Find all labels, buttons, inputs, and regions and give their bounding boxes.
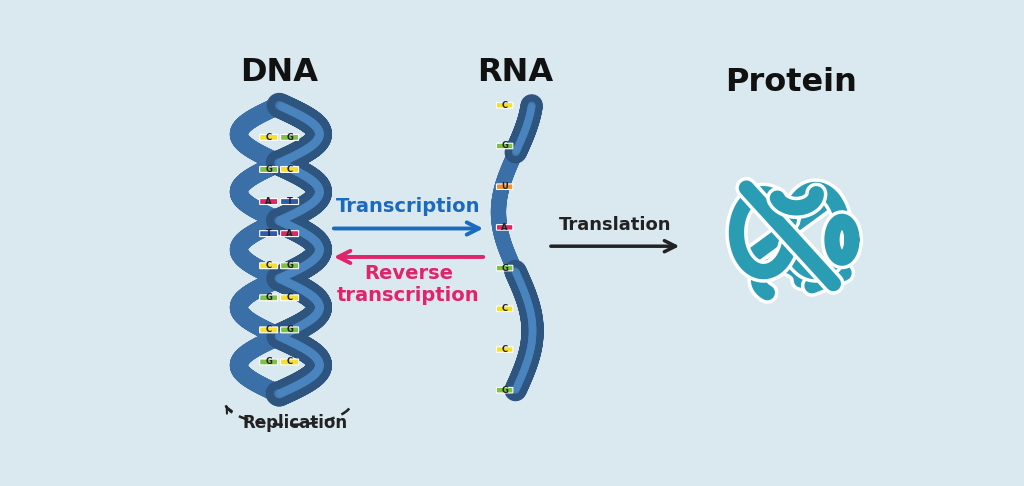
FancyBboxPatch shape — [260, 199, 278, 205]
Text: Replication: Replication — [242, 414, 347, 433]
Text: Reverse: Reverse — [365, 264, 453, 283]
Text: transcription: transcription — [337, 286, 480, 305]
FancyBboxPatch shape — [497, 225, 513, 230]
Text: C: C — [502, 101, 508, 110]
FancyBboxPatch shape — [260, 167, 278, 173]
Text: T: T — [287, 197, 293, 206]
Text: DNA: DNA — [240, 57, 318, 87]
Text: C: C — [287, 358, 293, 366]
Text: RNA: RNA — [477, 57, 554, 87]
Text: C: C — [265, 325, 271, 334]
Text: A: A — [502, 223, 508, 232]
Text: C: C — [287, 165, 293, 174]
Text: C: C — [502, 304, 508, 313]
Text: C: C — [287, 293, 293, 302]
Text: Translation: Translation — [558, 216, 671, 234]
FancyBboxPatch shape — [281, 199, 299, 205]
FancyBboxPatch shape — [281, 263, 299, 269]
Text: G: G — [501, 263, 508, 273]
FancyBboxPatch shape — [281, 231, 299, 237]
Text: G: G — [265, 165, 272, 174]
FancyBboxPatch shape — [281, 135, 299, 140]
FancyBboxPatch shape — [497, 265, 513, 271]
Text: A: A — [287, 229, 293, 238]
Text: G: G — [286, 325, 293, 334]
FancyBboxPatch shape — [497, 347, 513, 352]
Text: C: C — [265, 133, 271, 142]
FancyBboxPatch shape — [260, 135, 278, 140]
FancyBboxPatch shape — [260, 295, 278, 301]
Text: C: C — [502, 345, 508, 354]
Text: U: U — [502, 182, 508, 191]
Text: T: T — [265, 229, 271, 238]
Text: G: G — [286, 261, 293, 270]
FancyBboxPatch shape — [497, 306, 513, 312]
Text: G: G — [501, 141, 508, 151]
FancyBboxPatch shape — [281, 167, 299, 173]
Text: C: C — [265, 261, 271, 270]
FancyBboxPatch shape — [260, 359, 278, 365]
FancyBboxPatch shape — [497, 143, 513, 149]
Text: G: G — [286, 133, 293, 142]
Text: Transcription: Transcription — [336, 197, 481, 216]
FancyBboxPatch shape — [260, 327, 278, 333]
FancyBboxPatch shape — [260, 231, 278, 237]
FancyBboxPatch shape — [497, 184, 513, 190]
FancyBboxPatch shape — [497, 387, 513, 393]
Text: A: A — [265, 197, 272, 206]
FancyBboxPatch shape — [497, 103, 513, 108]
Text: G: G — [265, 358, 272, 366]
Text: G: G — [501, 386, 508, 395]
Text: G: G — [265, 293, 272, 302]
Text: Protein: Protein — [725, 67, 856, 98]
FancyBboxPatch shape — [281, 359, 299, 365]
FancyBboxPatch shape — [281, 295, 299, 301]
FancyBboxPatch shape — [260, 263, 278, 269]
FancyBboxPatch shape — [281, 327, 299, 333]
